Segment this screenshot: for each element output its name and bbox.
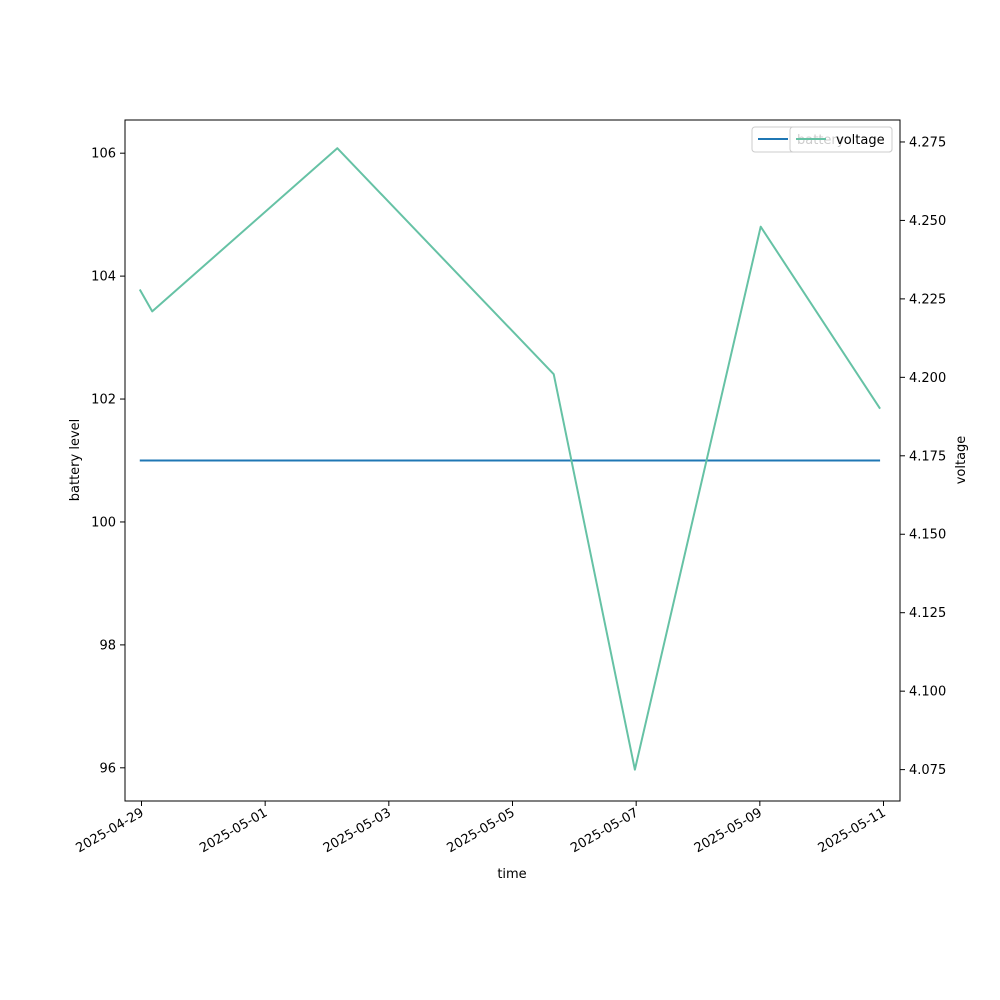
y-left-axis-label: battery level: [68, 419, 83, 502]
y-left-tick-label: 96: [99, 761, 116, 776]
y-left-tick-label: 102: [91, 393, 116, 408]
legend-voltage-label: voltage: [836, 133, 885, 148]
series-line-voltage: [138, 147, 881, 771]
legend-voltage-frame: [789, 126, 893, 153]
legend-voltage: voltage: [789, 126, 893, 153]
y-right-tick-label: 4.175: [909, 449, 946, 464]
y-right-tick-label: 4.125: [909, 606, 946, 621]
y-right-tick-label: 4.225: [909, 292, 946, 307]
series-layer: [138, 147, 881, 771]
y-right-axis-ticks: 4.075 4.100 4.125 4.150 4.175 4.200 4.225 4.250…: [900, 135, 946, 778]
y-right-axis-label: voltage: [954, 436, 969, 485]
y-left-tick-label: 100: [91, 515, 116, 530]
y-right-tick-label: 4.100: [909, 685, 946, 700]
y-right-tick-label: 4.275: [909, 135, 946, 150]
y-right-tick-label: 4.150: [909, 528, 946, 543]
y-right-tick-label: 4.200: [909, 371, 946, 386]
y-left-tick-label: 98: [99, 638, 116, 653]
y-left-tick-label: 104: [91, 270, 116, 285]
y-right-tick-label: 4.250: [909, 214, 946, 229]
y-left-axis-ticks: 96 98 100 102 104 106: [91, 147, 125, 776]
x-axis-label: time: [497, 867, 526, 882]
y-right-tick-label: 4.075: [909, 763, 946, 778]
y-left-tick-label: 106: [91, 147, 116, 162]
